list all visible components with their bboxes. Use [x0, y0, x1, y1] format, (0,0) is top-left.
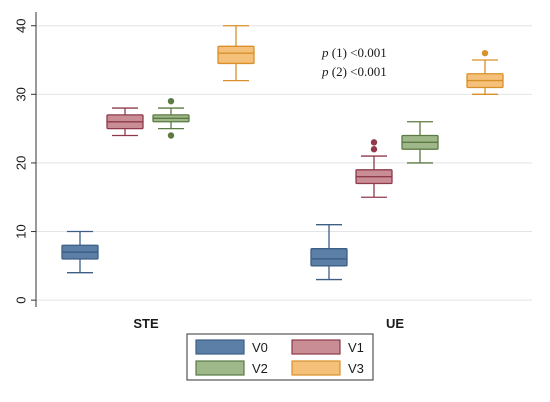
p-symbol: p — [321, 45, 329, 60]
y-tick-label: 20 — [13, 156, 28, 170]
outlier-point — [167, 97, 175, 105]
y-tick-label: 30 — [13, 87, 28, 101]
outlier-point — [481, 49, 489, 57]
y-tick-label: 0 — [13, 297, 28, 304]
category-label: STE — [133, 316, 159, 331]
legend-swatch-v0 — [195, 339, 245, 355]
legend-label-v3: V3 — [348, 361, 364, 376]
outlier-point — [370, 146, 378, 153]
p-symbol: p — [321, 64, 329, 79]
box-v0-ue — [310, 248, 348, 267]
outlier-point — [167, 132, 175, 139]
p-value-text: (1) <0.001 — [329, 45, 387, 60]
legend-label-v0: V0 — [252, 340, 268, 355]
box-v3-ste — [217, 45, 255, 65]
category-label: UE — [386, 316, 404, 331]
plot-area — [36, 12, 532, 307]
legend-label-v1: V1 — [348, 340, 364, 355]
legend-swatch-v3 — [291, 360, 341, 376]
legend-swatch-v2 — [195, 360, 245, 376]
y-tick-label: 10 — [13, 224, 28, 238]
y-tick-label: 40 — [13, 18, 28, 32]
legend-swatch-v1 — [291, 339, 341, 355]
outlier-point — [370, 139, 378, 146]
p-value-annotation: p (1) <0.001 — [321, 45, 387, 60]
p-value-annotation: p (2) <0.001 — [321, 64, 387, 79]
legend-label-v2: V2 — [252, 361, 268, 376]
p-value-text: (2) <0.001 — [329, 64, 387, 79]
